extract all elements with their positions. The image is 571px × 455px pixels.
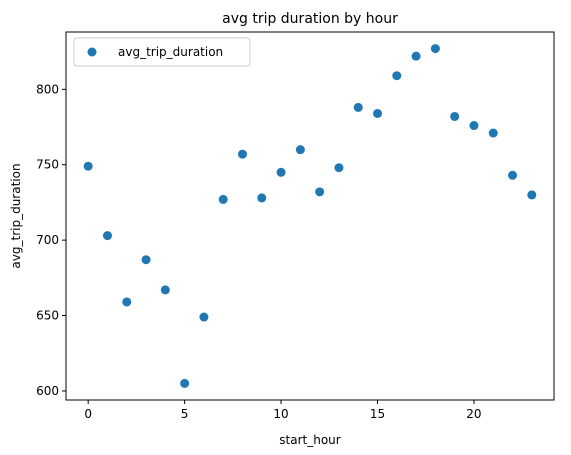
y-tick-label: 600: [36, 384, 59, 398]
plot-area: 0 5 10 15 20 600 650 700 750 800: [36, 31, 555, 421]
y-tick-label: 650: [36, 309, 59, 323]
y-axis-ticks: 600 650 700 750 800: [36, 82, 66, 398]
legend-marker: [87, 47, 97, 57]
data-point: [160, 285, 170, 295]
data-point: [199, 312, 209, 322]
data-point: [102, 231, 112, 241]
data-point: [276, 167, 286, 177]
data-point: [373, 108, 383, 118]
data-point: [315, 187, 325, 197]
data-point: [218, 194, 228, 204]
x-tick-label: 5: [181, 407, 189, 421]
data-point: [141, 255, 151, 265]
x-axis-ticks: 0 5 10 15 20: [84, 400, 482, 421]
y-tick-label: 750: [36, 158, 59, 172]
data-point: [353, 102, 363, 112]
x-tick-label: 15: [370, 407, 385, 421]
y-tick-label: 700: [36, 233, 59, 247]
data-point: [527, 190, 537, 200]
data-point: [237, 149, 247, 159]
data-point: [83, 161, 93, 171]
legend: avg_trip_duration: [73, 37, 251, 67]
data-point: [295, 145, 305, 155]
x-tick-label: 0: [84, 407, 92, 421]
data-point: [334, 163, 344, 173]
data-point: [122, 297, 132, 307]
data-point: [450, 111, 460, 121]
data-point: [430, 44, 440, 54]
data-point: [469, 121, 479, 131]
legend-label: avg_trip_duration: [118, 45, 223, 59]
chart-title: avg trip duration by hour: [222, 11, 398, 27]
data-point: [257, 193, 267, 203]
data-points: [83, 44, 537, 388]
legend-box: [73, 37, 251, 67]
x-tick-label: 20: [466, 407, 481, 421]
data-point: [392, 71, 402, 81]
data-point: [180, 378, 190, 388]
y-axis-label: avg_trip_duration: [9, 163, 23, 268]
data-point: [508, 170, 518, 180]
data-point: [488, 128, 498, 138]
data-point: [411, 51, 421, 61]
plot-frame: [65, 31, 555, 401]
x-tick-label: 10: [273, 407, 288, 421]
y-tick-label: 800: [36, 82, 59, 96]
x-axis-label: start_hour: [279, 433, 341, 447]
